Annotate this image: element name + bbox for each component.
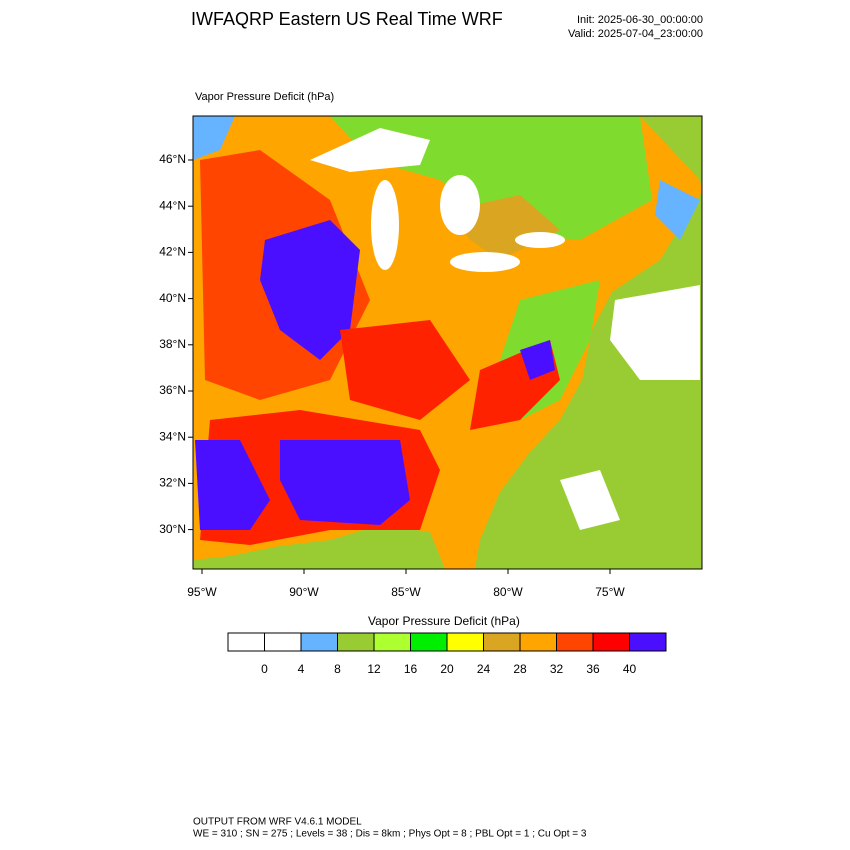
lon-label: 95°W xyxy=(187,585,217,599)
valid-time: Valid: 2025-07-04_23:00:00 xyxy=(568,28,703,40)
colorbar-box xyxy=(592,632,630,652)
colorbar-label: 32 xyxy=(550,662,564,676)
lat-label: 34°N xyxy=(159,429,186,443)
lon-label: 75°W xyxy=(595,585,625,599)
colorbar-box xyxy=(337,632,375,652)
lat-label: 32°N xyxy=(159,476,186,490)
colorbar-label: 36 xyxy=(586,662,600,676)
lon-label: 90°W xyxy=(289,585,319,599)
colorbar-box xyxy=(483,632,521,652)
map xyxy=(193,116,702,569)
colorbar-label: 16 xyxy=(404,662,418,676)
colorbar-title: Vapor Pressure Deficit (hPa) xyxy=(368,614,520,628)
title: IWFAQRP Eastern US Real Time WRF xyxy=(191,9,503,29)
colorbar-label: 0 xyxy=(261,662,268,676)
lat-label: 42°N xyxy=(159,245,186,259)
lat-label: 46°N xyxy=(159,152,186,166)
colorbar-box xyxy=(264,632,302,652)
colorbar-label: 12 xyxy=(367,662,381,676)
colorbar-label: 28 xyxy=(513,662,527,676)
colorbar-label: 4 xyxy=(298,662,305,676)
footer-line: WE = 310 ; SN = 275 ; Levels = 38 ; Dis … xyxy=(193,829,587,840)
map-label: Vapor Pressure Deficit (hPa) xyxy=(195,91,334,103)
lat-label: 40°N xyxy=(159,291,186,305)
lat-label: 30°N xyxy=(159,522,186,536)
colorbar-label: 24 xyxy=(477,662,491,676)
colorbar-box xyxy=(410,632,448,652)
colorbar-box xyxy=(446,632,484,652)
lon-label: 85°W xyxy=(391,585,421,599)
colorbar-box xyxy=(300,632,338,652)
colorbar-box xyxy=(227,632,265,652)
lat-label: 36°N xyxy=(159,383,186,397)
colorbar-box xyxy=(556,632,594,652)
colorbar-label: 20 xyxy=(440,662,454,676)
init-time: Init: 2025-06-30_00:00:00 xyxy=(577,14,703,26)
lat-label: 44°N xyxy=(159,198,186,212)
lon-label: 80°W xyxy=(493,585,523,599)
lat-label: 38°N xyxy=(159,337,186,351)
footer-line: OUTPUT FROM WRF V4.6.1 MODEL xyxy=(193,817,362,828)
colorbar-box xyxy=(373,632,411,652)
colorbar-box xyxy=(629,632,667,652)
colorbar-label: 40 xyxy=(623,662,637,676)
colorbar-label: 8 xyxy=(334,662,341,676)
colorbar-box xyxy=(519,632,557,652)
map-frame xyxy=(192,115,703,570)
